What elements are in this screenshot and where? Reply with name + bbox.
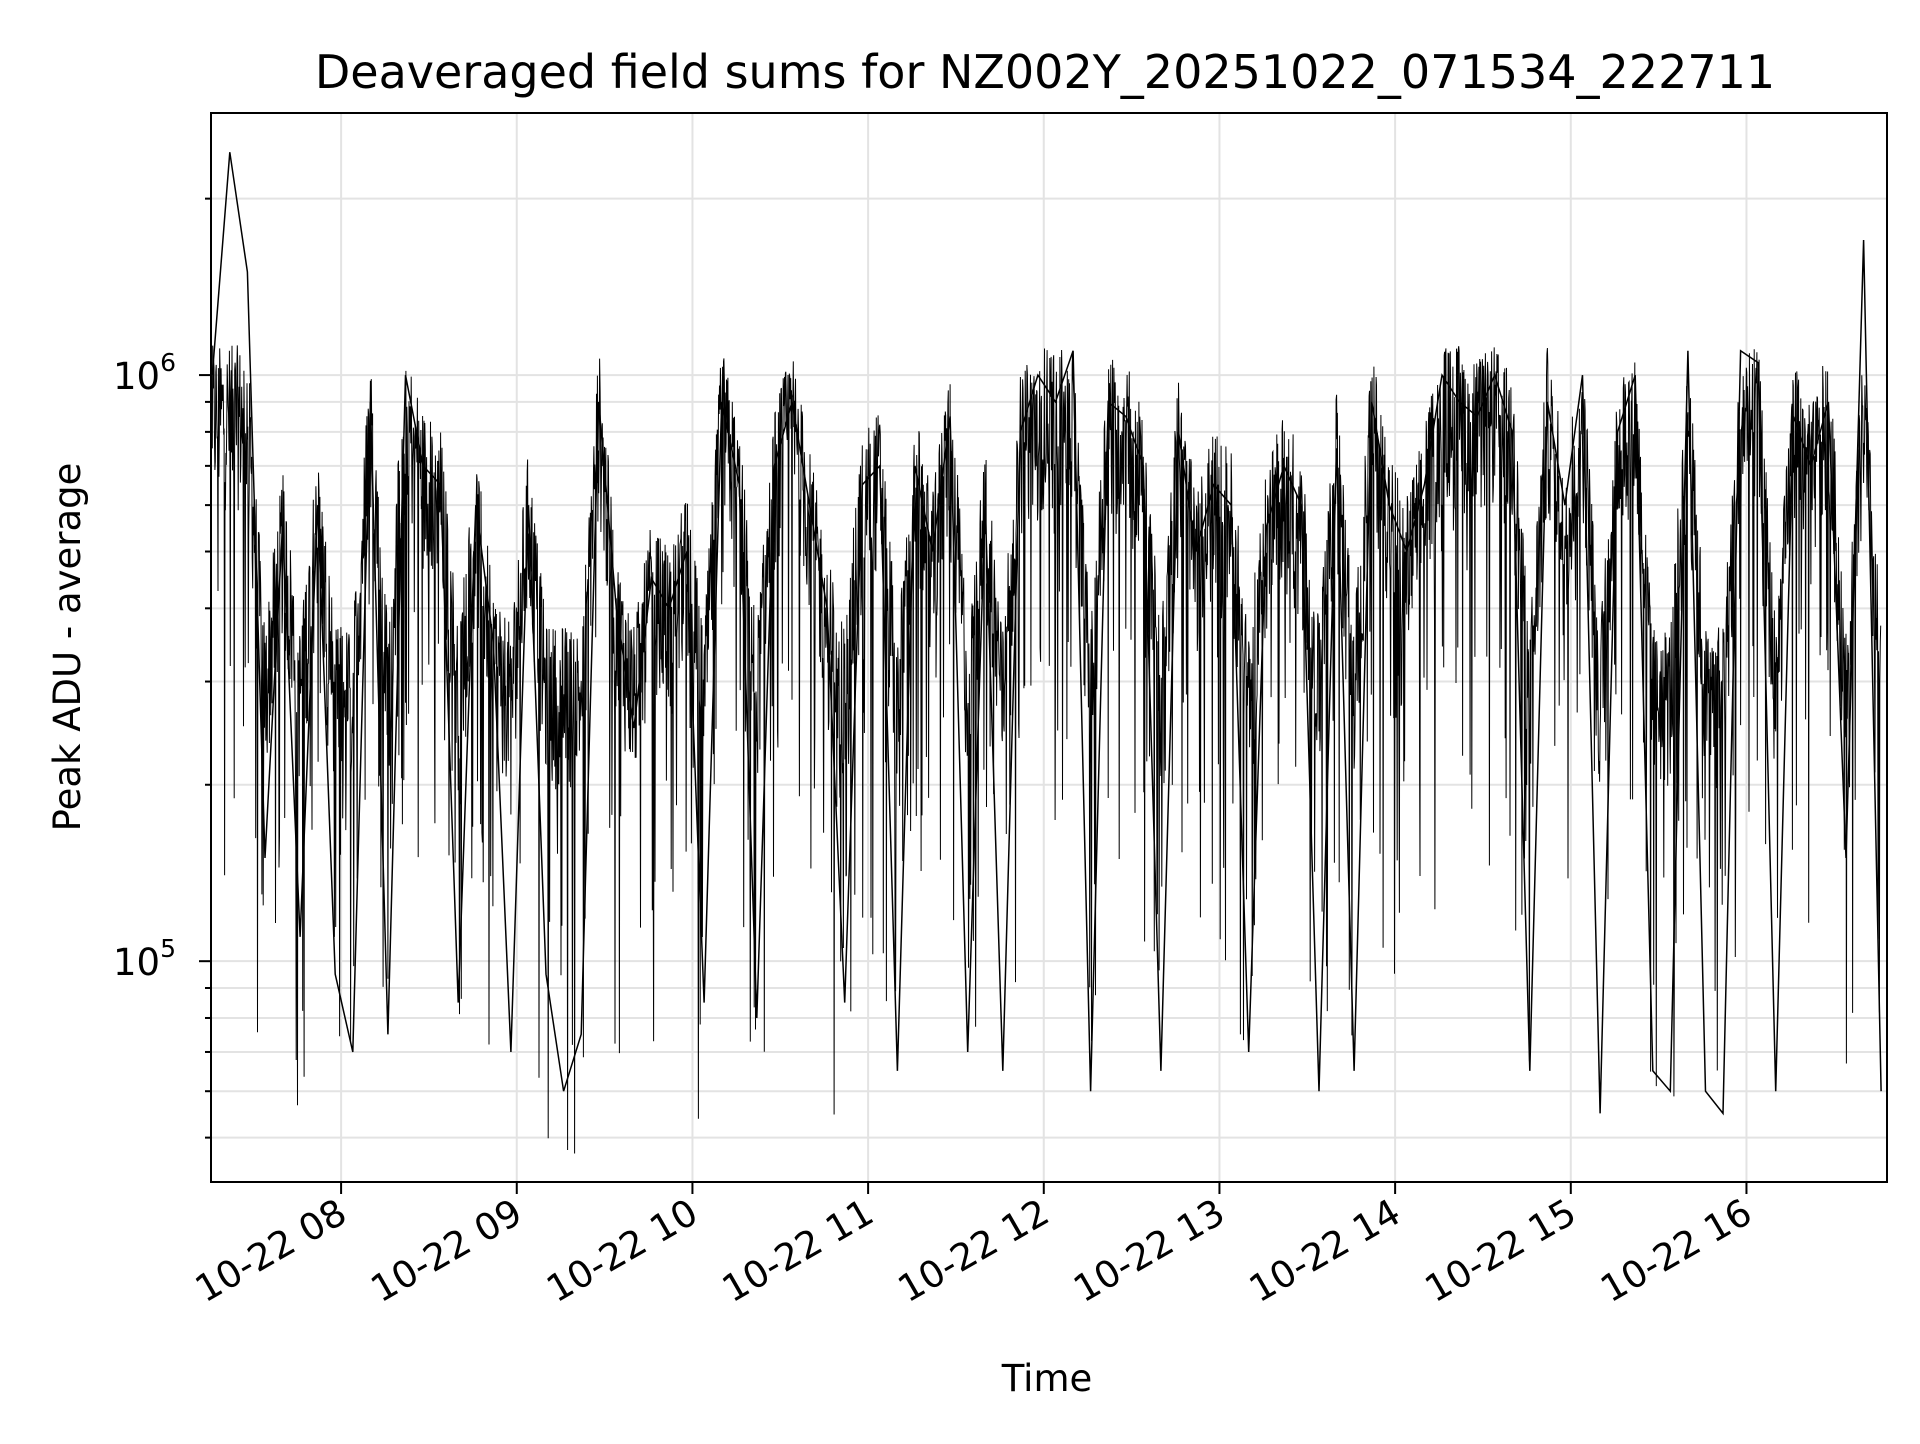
y-tick-label: 106: [113, 348, 176, 398]
series-line-detail: [211, 345, 1882, 1154]
x-axis-label: Time: [1001, 1357, 1093, 1400]
plot-frame: [210, 112, 1888, 1183]
plot-area: [211, 152, 1882, 1154]
chart-title: Deaveraged field sums for NZ002Y_2025102…: [315, 45, 1775, 99]
y-axis-label: Peak ADU - average: [46, 463, 89, 832]
y-tick-label: 105: [113, 934, 176, 984]
